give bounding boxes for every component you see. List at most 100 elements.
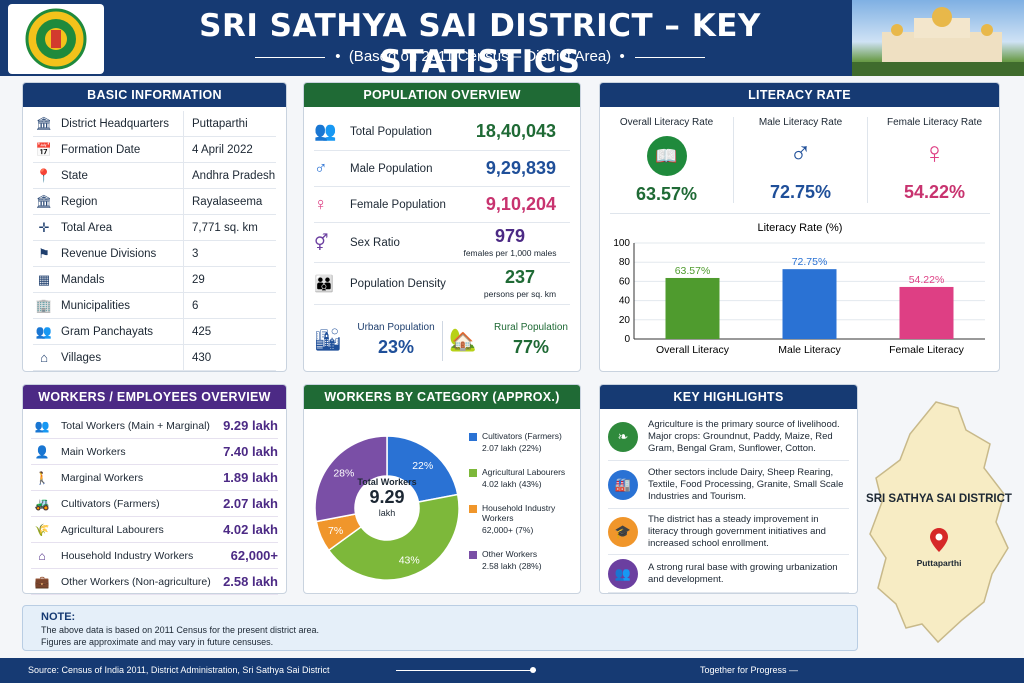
worker-value: 1.89 lakh bbox=[223, 470, 278, 485]
basic-info-value: 7,771 sq. km bbox=[192, 221, 258, 234]
book-icon: 📖 bbox=[646, 136, 687, 176]
area-icon: ✛ bbox=[38, 219, 50, 235]
overall-literacy-block: Overall Literacy Rate 📖 63.57% bbox=[600, 117, 733, 205]
rural-block: 🏡 Rural Population 77% bbox=[449, 315, 577, 365]
worker-label: Marginal Workers bbox=[61, 471, 144, 484]
basic-info-row: ⚑ Revenue Divisions 3 bbox=[33, 240, 276, 267]
population-card: POPULATION OVERVIEW 👥 Total Population 1… bbox=[303, 82, 581, 372]
category-label: Overall Literacy bbox=[656, 344, 730, 356]
worker-value: 4.02 lakh bbox=[223, 522, 278, 537]
people-icon: 👥 bbox=[35, 323, 53, 339]
basic-info-label: District Headquarters bbox=[61, 117, 170, 130]
literacy-title: LITERACY RATE bbox=[600, 83, 999, 107]
basic-info-row: ▦ Mandals 29 bbox=[33, 266, 276, 293]
municipal-icon: 🏢 bbox=[35, 297, 53, 313]
basic-info-value: 29 bbox=[192, 273, 205, 286]
page-title: SRI SATHYA SAI DISTRICT – KEY STATISTICS bbox=[199, 8, 761, 80]
pie-slice bbox=[314, 435, 388, 523]
density-value: 237 bbox=[504, 267, 536, 287]
basic-info-label: Revenue Divisions bbox=[61, 247, 157, 260]
building-icon: 🏛 bbox=[35, 115, 53, 131]
male-literacy-block: Male Literacy Rate ♂ 72.75% bbox=[734, 117, 867, 203]
rural-label: Rural Population bbox=[494, 322, 568, 333]
legend-name: Agricultural Labourers bbox=[482, 467, 566, 477]
graduation-icon: 🎓 bbox=[608, 516, 638, 547]
worker-row: 🌾 Agricultural Labourers 4.02 lakh bbox=[31, 517, 278, 543]
pie-slice-label: 43% bbox=[399, 554, 420, 566]
landmark-icon: 🏛 bbox=[35, 193, 53, 209]
overall-literacy-label: Overall Literacy Rate bbox=[619, 117, 714, 128]
overall-literacy-value: 63.57% bbox=[635, 184, 698, 204]
person-icon: 🚶 bbox=[34, 470, 50, 485]
basic-info-row: 🏢 Municipalities 6 bbox=[33, 292, 276, 319]
literacy-bar-chart: Literacy Rate (%) 0 20 40 60 80 100 63.57% Overa… bbox=[613, 222, 985, 356]
urban-label: Urban Population bbox=[357, 322, 435, 333]
worker-label: Agricultural Labourers bbox=[61, 523, 164, 536]
density-label: Population Density bbox=[350, 277, 446, 290]
male-icon: ♂ bbox=[314, 158, 328, 178]
literacy-card: LITERACY RATE Overall Literacy Rate 📖 63… bbox=[599, 82, 1000, 372]
basic-info-value: Puttaparthi bbox=[192, 117, 248, 130]
basic-info-label: Formation Date bbox=[61, 143, 141, 156]
legend-swatch bbox=[469, 551, 477, 559]
district-map-shape bbox=[869, 401, 1009, 644]
basic-info-label: State bbox=[61, 169, 88, 182]
basic-info-row: ⌂ Villages 430 bbox=[33, 344, 276, 371]
worker-label: Total Workers (Main + Marginal) bbox=[61, 419, 210, 432]
bar-value-label: 63.57% bbox=[675, 265, 711, 277]
basic-info-label: Region bbox=[61, 195, 98, 208]
subtitle-text: (Based on 2011 Census – District Area) bbox=[348, 48, 612, 65]
y-tick-label: 0 bbox=[624, 334, 630, 345]
house-icon: ⌂ bbox=[38, 548, 46, 563]
leaf-icon: ❧ bbox=[608, 421, 638, 452]
male-person-icon: ♂ bbox=[789, 137, 812, 170]
workers-card: WORKERS / EMPLOYEES OVERVIEW 👥 Total Work… bbox=[22, 384, 287, 595]
highlight-text: Other sectors include Dairy, Sheep Reari… bbox=[648, 466, 844, 502]
city-icon: 🏙 bbox=[314, 327, 342, 352]
legend-swatch bbox=[469, 433, 477, 441]
highlight-text: The district has a steady improvement in… bbox=[648, 513, 826, 549]
sex-ratio-label: Sex Ratio bbox=[350, 236, 400, 249]
basic-info-row: 📍 State Andhra Pradesh bbox=[33, 162, 276, 189]
legend-detail: 62,000+ (7%) bbox=[482, 525, 534, 535]
y-tick-label: 100 bbox=[613, 238, 630, 249]
worker-row: 💼 Other Workers (Non-agriculture) 2.58 lak… bbox=[31, 569, 278, 595]
literacy-bar bbox=[899, 286, 954, 339]
urban-value: 23% bbox=[377, 337, 415, 357]
literacy-bar bbox=[665, 277, 720, 339]
total-population-label: Total Population bbox=[350, 125, 432, 138]
female-literacy-label: Female Literacy Rate bbox=[886, 117, 983, 128]
district-map: SRI SATHYA SAI DISTRICT Puttaparthi bbox=[866, 398, 1012, 646]
basic-info-row: 👥 Gram Panchayats 425 bbox=[33, 318, 276, 345]
worker-row: 🚶 Marginal Workers 1.89 lakh bbox=[31, 465, 278, 491]
legend-item: Other Workers 2.58 lakh (28%) bbox=[469, 549, 579, 571]
pie-slice-label: 22% bbox=[412, 460, 433, 472]
highlight-text: A strong rural base with growing urbaniz… bbox=[648, 561, 838, 585]
category-label: Male Literacy bbox=[778, 344, 841, 356]
note-line2: Figures are approximate and may vary in … bbox=[41, 637, 274, 647]
worker-row: 🚜 Cultivators (Farmers) 2.07 lakh bbox=[31, 491, 278, 517]
basic-info-value: 4 April 2022 bbox=[192, 143, 253, 156]
density-icon: 👪 bbox=[314, 275, 334, 293]
pie-hole bbox=[355, 476, 419, 540]
basic-info-label: Municipalities bbox=[61, 299, 131, 312]
highlight-item: 🏭 Other sectors include Dairy, Sheep Rear… bbox=[608, 461, 849, 509]
female-population-label: Female Population bbox=[350, 198, 446, 211]
pie-legend: Cultivators (Farmers) 2.07 lakh (22%) Agri… bbox=[469, 431, 579, 585]
y-tick-label: 80 bbox=[619, 257, 631, 268]
workers-icon: 👥 bbox=[34, 418, 50, 433]
basic-info-row: 🏛 Region Rayalaseema bbox=[33, 188, 276, 215]
y-tick-label: 60 bbox=[619, 276, 631, 287]
population-title: POPULATION OVERVIEW bbox=[304, 83, 580, 107]
legend-detail: 2.07 lakh (22%) bbox=[482, 443, 542, 453]
workers-title: WORKERS / EMPLOYEES OVERVIEW bbox=[23, 385, 286, 409]
org-icon: ⚑ bbox=[38, 245, 50, 261]
y-tick-label: 40 bbox=[619, 296, 631, 307]
legend-name: Household Industry Workers bbox=[482, 503, 556, 523]
male-population-value: 9,29,839 bbox=[485, 158, 556, 178]
worker-label: Other Workers (Non-agriculture) bbox=[61, 575, 211, 588]
footer-source: Source: Census of India 2011, District A… bbox=[28, 665, 330, 675]
worker-row: 👥 Total Workers (Main + Marginal) 9.29 lak… bbox=[31, 413, 278, 439]
group-icon: 👥 bbox=[608, 558, 638, 589]
worker-value: 2.58 lakh bbox=[223, 574, 278, 589]
